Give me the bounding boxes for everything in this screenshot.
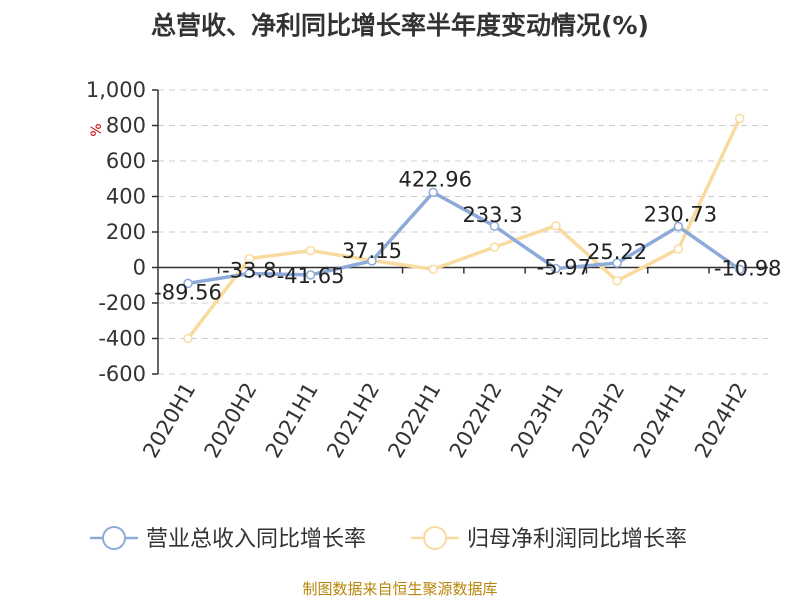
y-axis: -600 -400 -200 0 200 400 600 800 1,000 <box>86 78 159 386</box>
y-tick-label: 0 <box>133 256 146 280</box>
legend-marker <box>102 526 126 550</box>
data-label: 230.73 <box>644 203 717 227</box>
x-tick-label: 2021H2 <box>322 379 384 463</box>
data-label: -41.65 <box>277 264 345 288</box>
series-group <box>183 113 745 344</box>
x-tick-label: 2023H1 <box>506 379 568 463</box>
legend-item-2: 归母净利润同比增长率 <box>411 526 687 552</box>
series-1-point <box>428 187 438 198</box>
chart-title: 总营收、净利同比增长率半年度变动情况(%) <box>151 11 649 40</box>
series-2-point <box>551 221 561 231</box>
data-label: -10.98 <box>714 256 782 280</box>
x-tick-label: 2023H2 <box>567 379 629 463</box>
x-axis: 2020H1 2020H2 2021H1 2021H2 2022H1 2022H2 2023… <box>138 266 772 463</box>
y-tick-label: 200 <box>106 220 146 244</box>
series-line-2 <box>186 116 742 341</box>
series-2-point <box>428 264 438 275</box>
series-1-point <box>489 221 500 231</box>
series-2-point <box>734 113 745 124</box>
data-label: 25.22 <box>587 240 647 264</box>
y-tick-label: 800 <box>106 114 146 138</box>
legend: 营业总收入同比增长率 归母净利润同比增长率 <box>90 526 687 552</box>
series-1-point <box>673 221 684 232</box>
series-2-point <box>489 242 500 252</box>
y-tick-label: -600 <box>98 362 146 386</box>
legend-label: 归母净利润同比增长率 <box>467 527 687 552</box>
data-label: -5.97 <box>537 256 591 280</box>
x-tick-label: 2020H1 <box>138 379 200 463</box>
legend-marker <box>423 526 447 550</box>
series-2-point <box>244 253 255 264</box>
source-note: 制图数据来自恒生聚源数据库 <box>302 580 497 598</box>
y-tick-label: 1,000 <box>86 78 146 102</box>
series-2-point <box>673 244 684 254</box>
y-tick-label: 600 <box>106 149 146 173</box>
grid-lines <box>158 89 768 375</box>
series-line-1 <box>186 190 742 286</box>
x-tick-label: 2022H1 <box>383 379 445 463</box>
series-1-point <box>551 263 561 274</box>
x-tick-label: 2020H2 <box>200 379 262 463</box>
x-tick-label: 2021H1 <box>261 379 323 463</box>
series-2-point <box>183 333 193 344</box>
y-tick-label: -200 <box>98 291 146 315</box>
series-2-point <box>305 245 316 256</box>
series-2-point <box>612 276 622 286</box>
legend-item-1: 营业总收入同比增长率 <box>90 526 366 552</box>
y-tick-label: 400 <box>106 185 146 209</box>
series-1-point <box>734 264 745 275</box>
series-1-point <box>305 270 316 280</box>
data-label: -33.8 <box>222 258 276 282</box>
series-1-point <box>244 268 255 279</box>
x-tick-label: 2024H1 <box>629 379 691 463</box>
data-label: -89.56 <box>154 280 222 304</box>
x-tick-label: 2022H2 <box>445 379 507 463</box>
data-label: 233.3 <box>462 203 522 227</box>
series-1-point <box>183 278 193 289</box>
y-tick-label: -400 <box>98 327 146 351</box>
series-1-point <box>367 256 377 266</box>
x-tick-label: 2024H2 <box>690 379 752 463</box>
legend-label: 营业总收入同比增长率 <box>146 527 366 552</box>
series-1-point <box>612 258 622 268</box>
y-axis-label: % <box>89 123 105 136</box>
data-label: 422.96 <box>398 167 471 191</box>
data-label: 37.15 <box>342 239 402 263</box>
